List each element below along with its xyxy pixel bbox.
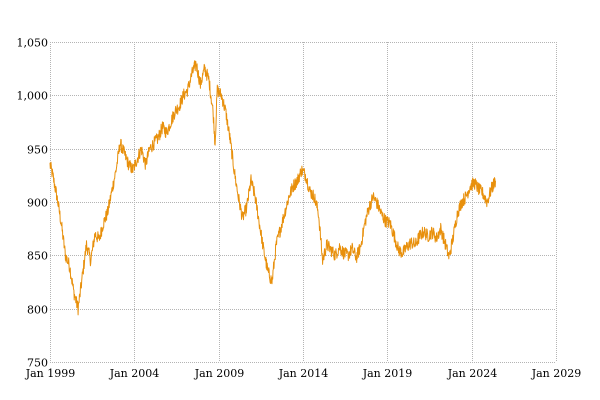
y-tick-label: 900	[27, 197, 48, 210]
series-line	[49, 60, 496, 316]
grid	[50, 42, 557, 363]
x-tick-label: Jan 2014	[278, 367, 329, 380]
x-tick-label: Jan 2004	[109, 367, 160, 380]
x-tick-label: Jan 1999	[25, 367, 76, 380]
x-tick-label: Jan 2009	[194, 367, 245, 380]
y-axis-tick-labels: 750 800 850 900 950 1,000 1,050	[17, 37, 49, 370]
series-layer	[49, 60, 496, 316]
x-tick-label: Jan 2019	[362, 367, 413, 380]
x-axis-tick-labels: Jan 1999 Jan 2004 Jan 2009 Jan 2014 Jan 2019…	[25, 367, 582, 380]
y-tick-label: 1,050	[17, 37, 49, 50]
x-tick-label: Jan 2029	[531, 367, 582, 380]
y-tick-label: 850	[27, 250, 48, 263]
y-tick-label: 1,000	[17, 90, 49, 103]
y-tick-label: 800	[27, 304, 48, 317]
y-tick-label: 950	[27, 144, 48, 157]
y-tick-label: 750	[27, 357, 48, 370]
x-tick-label: Jan 2024	[447, 367, 498, 380]
